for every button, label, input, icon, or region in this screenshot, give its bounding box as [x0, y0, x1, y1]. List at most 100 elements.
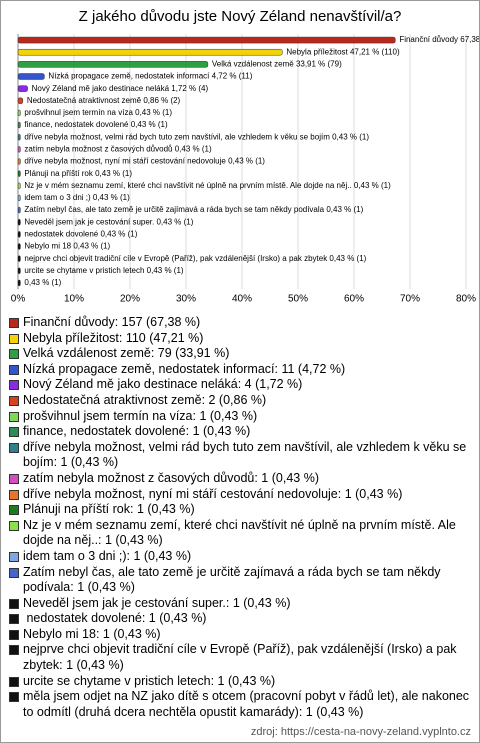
x-tick-label: 60%	[344, 294, 364, 305]
legend-swatch	[9, 551, 19, 562]
legend-label: Velká vzdálenost země: 79 (33,91 %)	[23, 346, 230, 361]
legend-label: nejprve chci objevit tradiční cíle v Evr…	[23, 642, 460, 673]
bar	[17, 73, 45, 80]
legend-swatch	[9, 692, 19, 703]
x-tick-label: 20%	[120, 294, 140, 305]
legend-swatch	[9, 520, 19, 531]
bar-label: nejprve chci objevit tradiční cíle v Evr…	[24, 254, 366, 263]
legend-item: finance, nedostatek dovolené: 1 (0,43 %)	[9, 424, 471, 440]
legend-label: měla jsem odjet na NZ jako dítě s otcem …	[23, 689, 473, 719]
legend-swatch	[9, 598, 19, 609]
legend-swatch	[9, 395, 19, 406]
bar	[17, 61, 209, 68]
legend-swatch	[9, 380, 19, 391]
legend-swatch	[9, 489, 19, 500]
legend-label: Nedostatečná atraktivnost země: 2 (0,86 …	[23, 392, 267, 407]
legend-label: zatím nebyla možnost z časových důvodů: …	[23, 470, 319, 485]
legend-item: idem tam o 3 dni ;): 1 (0,43 %)	[9, 549, 471, 565]
bar-label: idem tam o 3 dni ;) 0,43 % (1)	[24, 193, 130, 202]
legend-swatch	[9, 349, 19, 360]
bar	[17, 231, 21, 238]
x-tick-label: 40%	[232, 294, 252, 305]
bar	[17, 194, 21, 202]
bar	[17, 133, 21, 141]
legend-item: dříve nebyla možnost, nyní mi stáří cest…	[9, 487, 471, 503]
bar-label: Finanční důvody 67,38 % (157)	[399, 35, 479, 44]
bar	[17, 109, 21, 117]
x-tick-label: 30%	[176, 294, 196, 305]
legend-item: urcite se chytame v pristich letech: 1 (…	[9, 674, 471, 690]
bar	[17, 206, 21, 214]
bar	[17, 170, 21, 177]
legend-label: Nz je v mém seznamu zemí, které chci nav…	[23, 517, 460, 548]
bar-label: dříve nebyla možnost, velmi rád bych tut…	[24, 132, 369, 141]
legend-label: Nebylo mi 18: 1 (0,43 %)	[23, 626, 161, 641]
x-tick-label: 70%	[400, 294, 420, 305]
legend-swatch	[9, 676, 19, 687]
legend-swatch	[9, 645, 19, 656]
legend-item: Nízká propagace země, nedostatek informa…	[9, 362, 471, 378]
legend-item: Neveděl jsem jak je cestování super.: 1 …	[9, 596, 471, 612]
chart: Z jakého důvodu jste Nový Zéland nenavšt…	[11, 8, 479, 305]
legend-item: Velká vzdálenost země: 79 (33,91 %)	[9, 346, 471, 362]
bar-label: Zatím nebyl čas, ale tato země je určitě…	[24, 205, 363, 214]
bar	[17, 267, 21, 275]
legend-swatch	[9, 411, 19, 422]
bar	[17, 158, 21, 165]
legend-swatch	[9, 333, 19, 344]
bar	[17, 36, 396, 44]
legend-item: Finanční důvody: 157 (67,38 %)	[9, 315, 471, 331]
legend-label: Nebyla příležitost: 110 (47,21 %)	[23, 330, 204, 345]
bar	[17, 243, 21, 250]
bar-label: Velká vzdálenost země 33,91 % (79)	[212, 59, 342, 68]
legend-swatch	[9, 427, 19, 438]
legend-label: Neveděl jsem jak je cestování super.: 1 …	[23, 595, 291, 610]
bar-label: Nz je v mém seznamu zemí, které chci nav…	[24, 181, 391, 190]
legend-label: idem tam o 3 dni ;): 1 (0,43 %)	[23, 548, 192, 563]
bar-label: finance, nedostatek dovolené 0,43 % (1)	[24, 120, 168, 129]
bar	[17, 218, 21, 226]
legend-label: Finanční důvody: 157 (67,38 %)	[23, 315, 201, 329]
legend-item: Nebyla příležitost: 110 (47,21 %)	[9, 331, 471, 347]
bar-label: Nedostatečná atraktivnost země 0,86 % (2…	[27, 96, 181, 105]
bar-label: Plánuji na příští rok 0,43 % (1)	[24, 169, 132, 178]
x-tick-label: 50%	[288, 294, 308, 305]
legend-label: prošvihnul jsem termín na víza: 1 (0,43 …	[23, 408, 258, 423]
bar-label: Nový Zéland mě jako destinace neláká 1,7…	[32, 84, 209, 93]
legend-item: prošvihnul jsem termín na víza: 1 (0,43 …	[9, 409, 471, 425]
legend-swatch	[9, 364, 19, 375]
bar	[17, 85, 28, 92]
bar-label: Nízká propagace země, nedostatek informa…	[48, 72, 252, 81]
legend-swatch	[9, 614, 19, 625]
legend-label: Zatím nebyl čas, ale tato země je určitě…	[23, 564, 445, 595]
legend-label: dříve nebyla možnost, velmi rád bych tut…	[23, 439, 470, 470]
legend: Finanční důvody: 157 (67,38 %) Nebyla pří…	[9, 315, 471, 720]
x-tick-label: 10%	[64, 294, 84, 305]
legend-item: Plánuji na příští rok: 1 (0,43 %)	[9, 502, 471, 518]
legend-item: nejprve chci objevit tradiční cíle v Evr…	[9, 642, 471, 673]
legend-item: Zatím nebyl čas, ale tato země je určitě…	[9, 565, 471, 596]
legend-label: Plánuji na příští rok: 1 (0,43 %)	[23, 502, 195, 517]
legend-item: dříve nebyla možnost, velmi rád bych tut…	[9, 440, 471, 471]
bar-label: Nebyla příležitost 47,21 % (110)	[286, 47, 400, 56]
legend-label: Nízká propagace země, nedostatek informa…	[23, 361, 346, 376]
legend-item: nedostatek dovolené: 1 (0,43 %)	[9, 611, 471, 627]
legend-item: Nz je v mém seznamu zemí, které chci nav…	[9, 518, 471, 549]
bar-label: dříve nebyla možnost, nyní mi stáří cest…	[24, 157, 265, 166]
bar-label: Nebylo mi 18 0,43 % (1)	[24, 242, 110, 251]
legend-item: Nebylo mi 18: 1 (0,43 %)	[9, 627, 471, 643]
bar	[17, 48, 283, 56]
chart-title: Z jakého důvodu jste Nový Zéland nenavšt…	[79, 8, 402, 25]
bar-label: nedostatek dovolené 0,43 % (1)	[24, 229, 137, 238]
bar	[17, 146, 21, 153]
bar	[17, 182, 21, 190]
bar	[17, 97, 24, 105]
bar-label: prošvihnul jsem termín na víza 0,43 % (1…	[24, 108, 172, 117]
bar	[17, 279, 21, 287]
legend-item: zatím nebyla možnost z časových důvodů: …	[9, 471, 471, 487]
legend-label: dříve nebyla možnost, nyní mi stáří cest…	[23, 486, 403, 501]
legend-item: Nový Zéland mě jako destinace neláká: 4 …	[9, 377, 471, 393]
x-tick-label: 80%	[456, 294, 476, 305]
source: zdroj: https://cesta-na-novy-zeland.vypl…	[250, 726, 471, 738]
